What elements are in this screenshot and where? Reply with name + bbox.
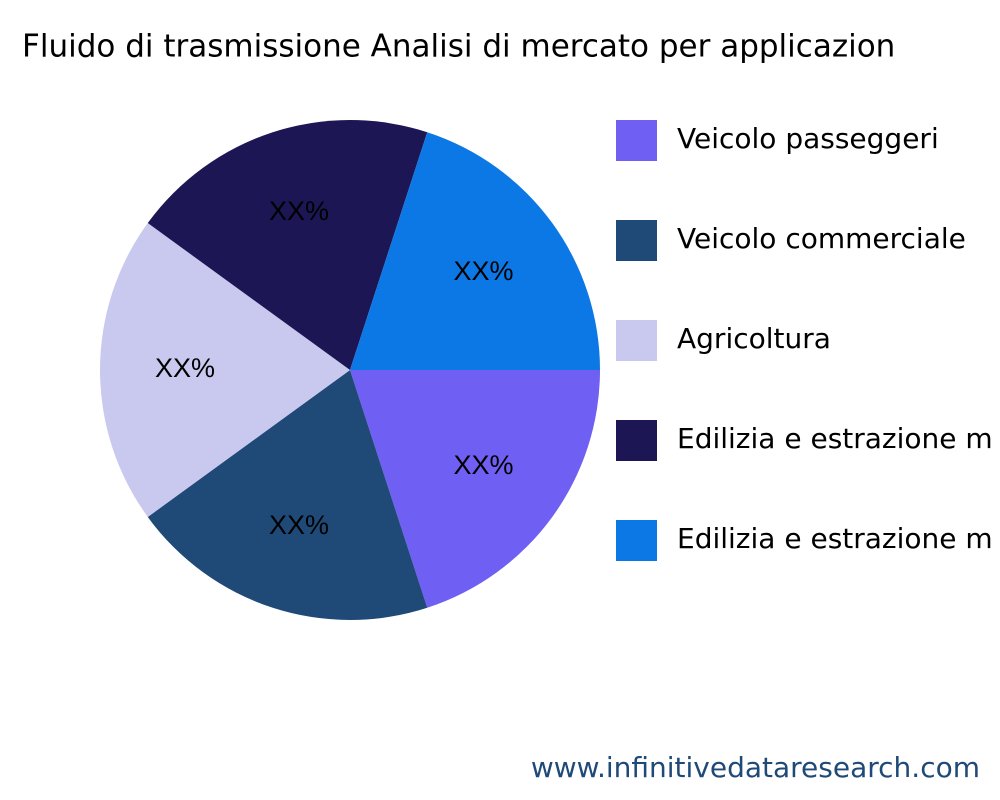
- legend-swatch: [616, 520, 657, 561]
- pie-slice: [147, 120, 428, 370]
- slice-label: XX%: [269, 510, 329, 540]
- legend-swatch: [616, 120, 657, 161]
- pie-slice: [350, 132, 600, 370]
- slice-label: XX%: [155, 353, 215, 383]
- slice-label: XX%: [269, 196, 329, 226]
- chart-title: Fluido di trasmissione Analisi di mercat…: [22, 29, 895, 65]
- legend-swatch: [616, 220, 657, 261]
- legend-label: Veicolo passeggeri: [677, 122, 939, 155]
- pie-slice: [350, 370, 600, 608]
- pie-slice: [147, 370, 428, 620]
- source: www.infinitivedataresearch.com: [531, 751, 980, 784]
- slice-label: XX%: [453, 450, 513, 480]
- legend-label: Veicolo commerciale: [677, 222, 966, 255]
- pie-slice: [100, 223, 350, 517]
- legend-swatch: [616, 320, 657, 361]
- legend-label: Edilizia e estrazione m: [677, 422, 993, 455]
- legend-label: Edilizia e estrazione m: [677, 522, 993, 555]
- legend-swatch: [616, 420, 657, 461]
- legend-label: Agricoltura: [677, 322, 831, 355]
- slice-label: XX%: [453, 256, 513, 286]
